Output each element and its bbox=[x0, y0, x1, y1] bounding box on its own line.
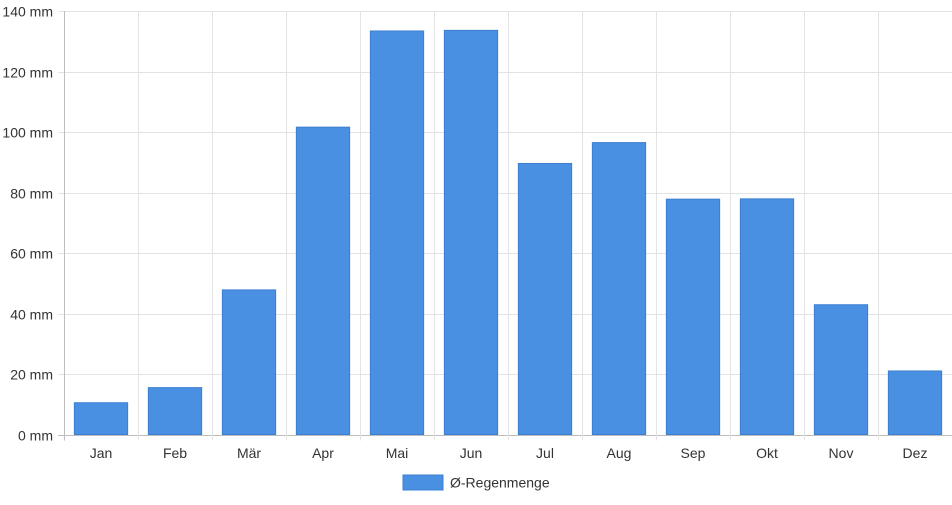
x-tick-label: Mai bbox=[386, 445, 409, 461]
y-tick-label: 40 mm bbox=[10, 307, 53, 323]
legend-swatch[interactable] bbox=[402, 474, 444, 491]
bar-mai[interactable] bbox=[369, 30, 425, 436]
bar-okt[interactable] bbox=[739, 198, 795, 435]
x-tick-label: Aug bbox=[607, 445, 632, 461]
x-tick-label: Jul bbox=[536, 445, 554, 461]
y-tick-label: 100 mm bbox=[2, 125, 53, 141]
bar-feb[interactable] bbox=[147, 387, 203, 435]
y-tick-label: 60 mm bbox=[10, 246, 53, 262]
x-tick-label: Jan bbox=[90, 445, 113, 461]
x-tick-label: Dez bbox=[903, 445, 928, 461]
x-tick-label: Nov bbox=[829, 445, 854, 461]
x-tick-label: Jun bbox=[460, 445, 483, 461]
legend[interactable]: Ø-Regenmenge bbox=[402, 474, 550, 491]
bar-mär[interactable] bbox=[221, 289, 277, 435]
bar-aug[interactable] bbox=[591, 142, 647, 435]
x-tick-label: Mär bbox=[237, 445, 261, 461]
bar-jul[interactable] bbox=[517, 162, 573, 436]
bar-nov[interactable] bbox=[813, 304, 869, 436]
y-tick-label: 80 mm bbox=[10, 186, 53, 202]
axis-layer: 0 mm 20 mm 40 mm 60 mm 80 mm 100 mm 120 mm 140 … bbox=[2, 4, 927, 462]
x-tick-label: Okt bbox=[756, 445, 778, 461]
bar-jan[interactable] bbox=[73, 402, 129, 435]
y-tick-label: 0 mm bbox=[18, 428, 53, 444]
bar-layer bbox=[73, 29, 943, 436]
grid-layer bbox=[58, 11, 952, 441]
bar-jun[interactable] bbox=[443, 29, 499, 436]
x-tick-label: Feb bbox=[163, 445, 187, 461]
bar-apr[interactable] bbox=[295, 126, 351, 435]
legend-label[interactable]: Ø-Regenmenge bbox=[450, 475, 550, 491]
y-tick-label: 120 mm bbox=[2, 65, 53, 81]
y-tick-label: 140 mm bbox=[2, 4, 53, 20]
bar-sep[interactable] bbox=[665, 198, 721, 435]
bar-dez[interactable] bbox=[887, 370, 943, 436]
y-tick-label: 20 mm bbox=[10, 367, 53, 383]
x-tick-label: Apr bbox=[312, 445, 334, 461]
x-tick-label: Sep bbox=[681, 445, 706, 461]
